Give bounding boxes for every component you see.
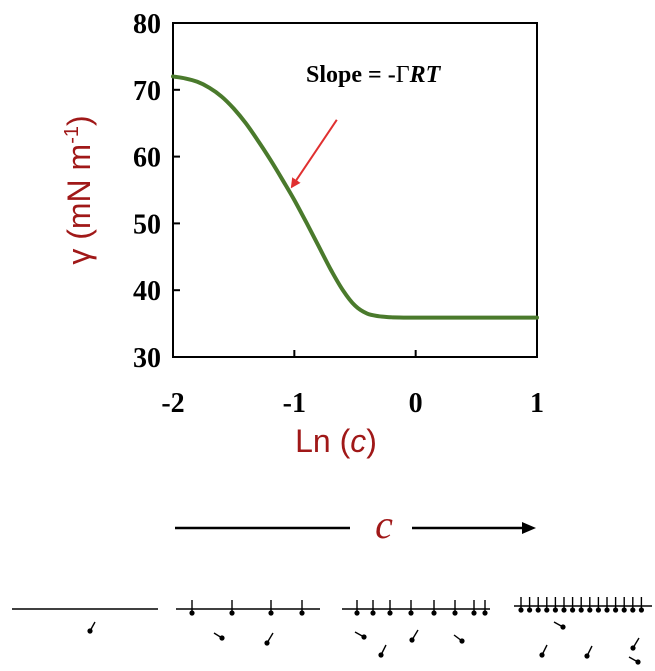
annotation-arrow: [290, 119, 338, 189]
y-axis-label-close: ): [61, 115, 97, 126]
surfactant-head: [370, 610, 376, 616]
surfactant-head: [354, 610, 360, 616]
y-tick-label: 70: [133, 76, 161, 107]
surfactant-head: [638, 607, 645, 613]
y-axis-label: γ (mN m-1): [61, 115, 97, 264]
y-tick-label: 60: [133, 143, 161, 174]
surfactant-head: [544, 607, 550, 613]
slope-annotation-gamma: Γ: [396, 62, 410, 88]
surfactant-head: [578, 607, 584, 613]
surface-diagram-2: [176, 600, 320, 646]
surfactant-head: [361, 634, 367, 640]
x-tick-label: -2: [161, 388, 184, 419]
surfactant-head: [431, 610, 437, 616]
plot-frame: [172, 22, 538, 358]
surfactant-head: [378, 652, 384, 658]
y-tick-label: 30: [133, 343, 161, 374]
surfactant-head: [561, 607, 567, 613]
surfactant-head: [570, 607, 576, 613]
surfactant-head: [539, 652, 545, 658]
surfactant-head: [595, 607, 602, 613]
surfactant-head: [268, 610, 274, 616]
surfactant-head: [87, 628, 93, 634]
surfactant-head: [219, 635, 225, 641]
y-axis-label-main: γ (mN m: [61, 144, 97, 265]
surfactant-head: [630, 645, 636, 651]
surfactant-head: [264, 640, 270, 646]
x-tick-label: -1: [283, 388, 306, 419]
surface-diagram-3: [342, 600, 490, 658]
surfactant-head: [584, 653, 590, 659]
surfactant-head: [604, 607, 610, 613]
surfactant-head: [527, 607, 533, 613]
surfactant-head: [387, 610, 393, 616]
surfactant-head: [459, 638, 465, 644]
surfactant-head: [587, 607, 593, 613]
slope-annotation-text: Slope = -: [306, 62, 396, 88]
surfactant-head: [552, 607, 559, 613]
surface-diagram-1: [12, 608, 158, 634]
series-line: [171, 74, 539, 320]
surfactant-head: [229, 610, 235, 616]
x-axis-label-var: c: [350, 423, 366, 459]
y-tick-label: 80: [133, 9, 161, 40]
surfactant-head: [560, 624, 566, 630]
x-axis-label-close: ): [366, 423, 377, 459]
surfactant-head: [189, 610, 195, 616]
surface-diagram-4: [514, 597, 652, 665]
x-axis-label-main: Ln (: [295, 423, 350, 459]
surfactant-head: [408, 610, 414, 616]
y-tick-label: 50: [133, 209, 161, 240]
surfactant-head: [613, 607, 619, 613]
surfactant-head: [635, 659, 641, 665]
slope-annotation-rt: RT: [409, 62, 442, 88]
surfactant-head: [518, 607, 524, 613]
x-axis-label: Ln (c): [295, 423, 377, 459]
concentration-label: c: [375, 502, 393, 547]
concentration-arrowhead: [522, 522, 536, 534]
surfactant-head: [630, 607, 636, 613]
x-tick-label: 0: [409, 388, 423, 419]
surfactant-head: [452, 610, 458, 616]
surfactant-head: [299, 610, 305, 616]
surfactant-head: [409, 637, 415, 643]
y-axis-label-sup: -1: [61, 126, 83, 144]
surfactant-head: [535, 607, 541, 613]
surfactant-head: [482, 610, 488, 616]
surfactant-head: [621, 607, 627, 613]
slope-annotation: Slope = -ΓRT: [306, 62, 442, 88]
surfactant-head: [471, 610, 477, 616]
y-tick-label: 40: [133, 276, 161, 307]
x-tick-label: 1: [530, 388, 544, 419]
